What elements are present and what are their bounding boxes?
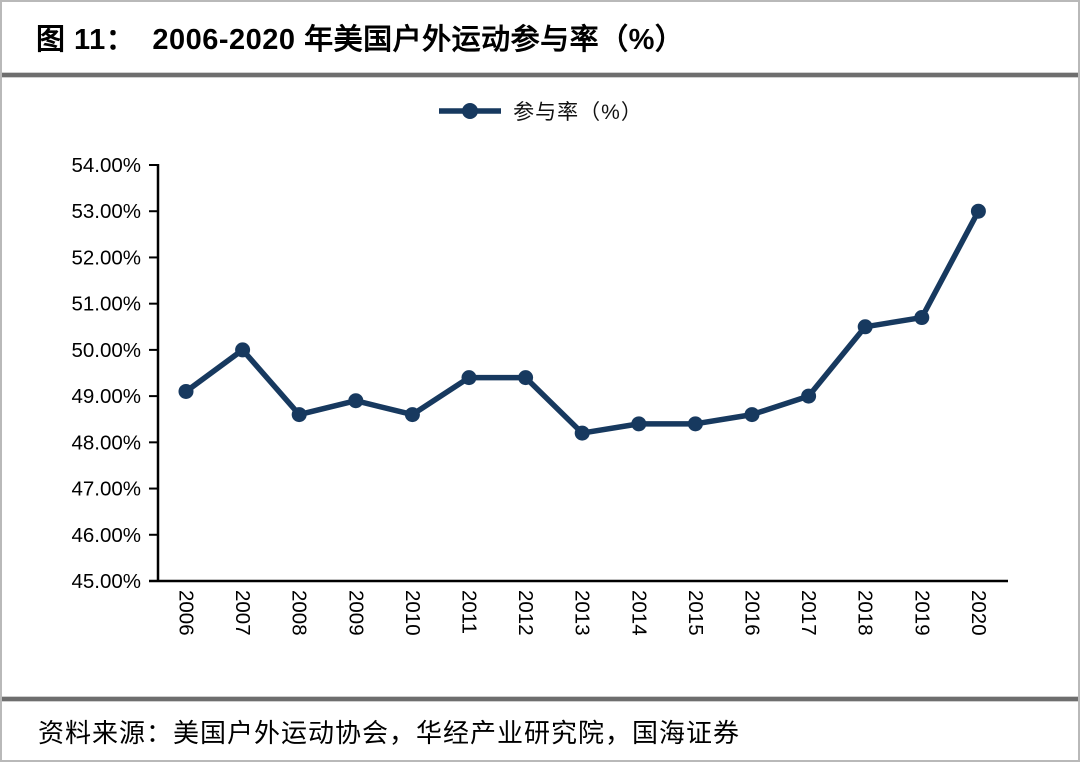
y-axis-label: 50.00% — [71, 339, 141, 362]
x-axis-label: 2012 — [514, 590, 537, 636]
data-point — [235, 342, 251, 358]
participation-rate-line-chart: 45.00% 46.00% 47.00% 48.00% 49.00% 50.00% 51.0… — [71, 154, 1008, 636]
legend-series-label: 参与率（%） — [513, 101, 643, 124]
data-point — [574, 425, 590, 441]
x-axis-label: 2007 — [231, 590, 254, 636]
figure-title-bar: 图 11： 2006-2020 年美国户外运动参与率（%） — [2, 2, 1078, 72]
legend-marker-icon — [439, 103, 502, 119]
source-bar: 资料来源：美国户外运动协会，华经产业研究院，国海证券 — [2, 702, 1078, 760]
y-axis-label: 45.00% — [71, 570, 141, 593]
x-axis-label: 2015 — [684, 590, 707, 636]
x-axis-label: 2008 — [288, 590, 311, 636]
title-divider — [2, 72, 1078, 78]
y-axis-label: 46.00% — [71, 524, 141, 547]
x-axis-label: 2006 — [175, 590, 198, 636]
y-axis-label: 54.00% — [71, 154, 141, 177]
chart-region: 参与率（%） 45.00% 46.00% 47.00% 48.00% 49.00% 50.… — [2, 78, 1078, 696]
source-text: 资料来源：美国户外运动协会，华经产业研究院，国海证券 — [38, 718, 741, 748]
x-axis-label: 2017 — [797, 590, 820, 636]
x-axis-label: 2018 — [854, 590, 877, 636]
y-axis-label: 52.00% — [71, 246, 141, 269]
x-axis-label: 2020 — [967, 590, 990, 636]
x-axis-label: 2016 — [741, 590, 764, 636]
y-axis-label: 49.00% — [71, 385, 141, 408]
x-axis-label: 2009 — [344, 590, 367, 636]
data-point — [801, 388, 817, 404]
chart-legend: 参与率（%） — [2, 94, 1078, 128]
data-point — [857, 319, 873, 335]
data-point — [178, 383, 194, 399]
figure-title: 图 11： 2006-2020 年美国户外运动参与率（%） — [36, 24, 685, 56]
y-axis-label: 47.00% — [71, 478, 141, 501]
data-point — [518, 370, 534, 386]
x-axis-label: 2019 — [910, 590, 933, 636]
data-point — [914, 310, 930, 326]
data-point — [631, 416, 647, 432]
x-axis-label: 2013 — [571, 590, 594, 636]
data-point — [970, 203, 986, 219]
data-point — [348, 393, 364, 409]
data-point — [404, 407, 420, 423]
x-axis-label: 2011 — [458, 590, 481, 634]
data-point — [744, 407, 760, 423]
source-divider — [2, 696, 1078, 702]
y-axis-label: 51.00% — [71, 293, 141, 316]
x-axis-label: 2014 — [627, 590, 650, 636]
y-axis-label: 53.00% — [71, 200, 141, 223]
data-point — [291, 407, 307, 423]
data-point — [687, 416, 703, 432]
x-axis-label: 2010 — [401, 590, 424, 636]
y-axis-label: 48.00% — [71, 431, 141, 454]
data-point — [461, 370, 477, 386]
